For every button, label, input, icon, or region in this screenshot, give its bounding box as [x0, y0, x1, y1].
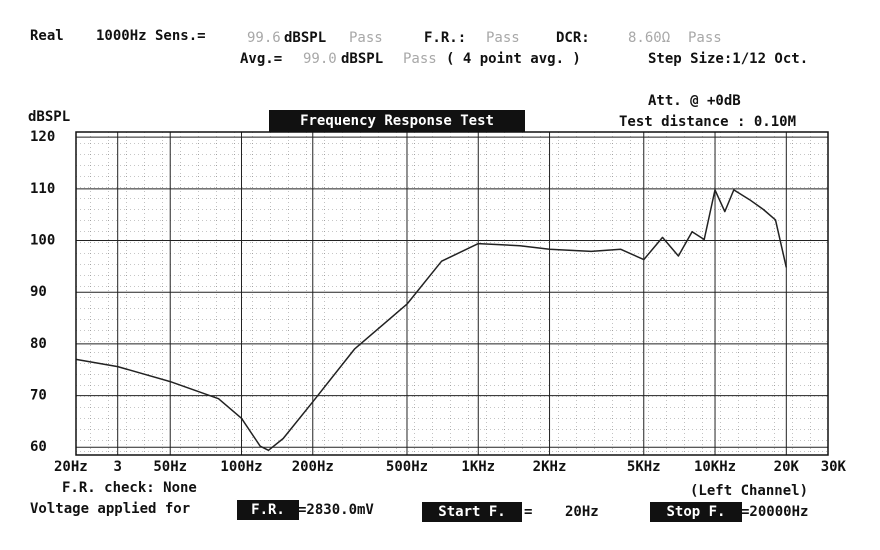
- y-tick-label: 60: [30, 439, 47, 455]
- y-tick-label: 70: [30, 388, 47, 404]
- sens-status: Pass: [349, 30, 383, 46]
- chart-title: Frequency Response Test: [300, 113, 494, 129]
- sens-label: 1000Hz Sens.=: [96, 28, 206, 44]
- y-tick-label: 110: [30, 181, 55, 197]
- x-tick-label: 5KHz: [627, 459, 661, 475]
- fr-box: F.R.: [251, 502, 285, 518]
- y-axis-label: dBSPL: [28, 109, 70, 125]
- y-tick-label: 120: [30, 129, 55, 145]
- avg-label: Avg.=: [240, 51, 282, 67]
- start-eq: =: [524, 504, 532, 520]
- avg-unit: dBSPL: [341, 51, 383, 67]
- x-tick-label: 1KHz: [461, 459, 495, 475]
- fr-status: Pass: [486, 30, 520, 46]
- fr-label: F.R.:: [424, 30, 466, 46]
- fr-box-bg: [237, 500, 299, 520]
- minor-grid: [76, 132, 828, 455]
- attenuation: Att. @ +0dB: [648, 93, 741, 109]
- response-line: [75, 189, 788, 452]
- x-tick-label: 2KHz: [533, 459, 567, 475]
- voltage-value: =2830.0mV: [298, 502, 374, 518]
- channel: (Left Channel): [690, 483, 808, 499]
- avg-note: ( 4 point avg. ): [446, 51, 581, 67]
- stop-box: Stop F.: [666, 504, 725, 520]
- x-tick-label: 200Hz: [292, 459, 334, 475]
- x-tick-label: 20K: [774, 459, 800, 475]
- mode: Real: [30, 28, 64, 44]
- test-distance: Test distance : 0.10M: [619, 114, 796, 130]
- y-tick-label: 80: [30, 336, 47, 352]
- avg-status: Pass: [403, 51, 437, 67]
- x-tick-label: 10KHz: [694, 459, 736, 475]
- plot-frame: [75, 131, 829, 456]
- y-tick-label: 100: [30, 233, 55, 249]
- x-tick-label: 500Hz: [386, 459, 428, 475]
- sens-value: 99.6: [247, 30, 281, 46]
- dcr-label: DCR:: [556, 30, 590, 46]
- start-box-bg: [422, 502, 522, 522]
- stop-value: =20000Hz: [741, 504, 808, 520]
- step-size: Step Size:1/12 Oct.: [648, 51, 808, 67]
- dcr-status: Pass: [688, 30, 722, 46]
- voltage-label: Voltage applied for: [30, 501, 190, 517]
- fr-check: F.R. check: None: [62, 480, 197, 496]
- x-tick-label: 100Hz: [220, 459, 262, 475]
- start-value: 20Hz: [565, 504, 599, 520]
- y-tick-label: 90: [30, 284, 47, 300]
- x-tick-label: 30K: [821, 459, 847, 475]
- x-tick-label: 3: [113, 459, 121, 475]
- start-box: Start F.: [438, 504, 505, 520]
- stop-box-bg: [650, 502, 742, 522]
- x-tick-label: 20Hz: [54, 459, 88, 475]
- dcr-value: 8.60Ω: [628, 30, 670, 46]
- sens-unit: dBSPL: [284, 30, 326, 46]
- x-tick-label: 50Hz: [153, 459, 187, 475]
- title-box: [269, 110, 525, 132]
- avg-value: 99.0: [303, 51, 337, 67]
